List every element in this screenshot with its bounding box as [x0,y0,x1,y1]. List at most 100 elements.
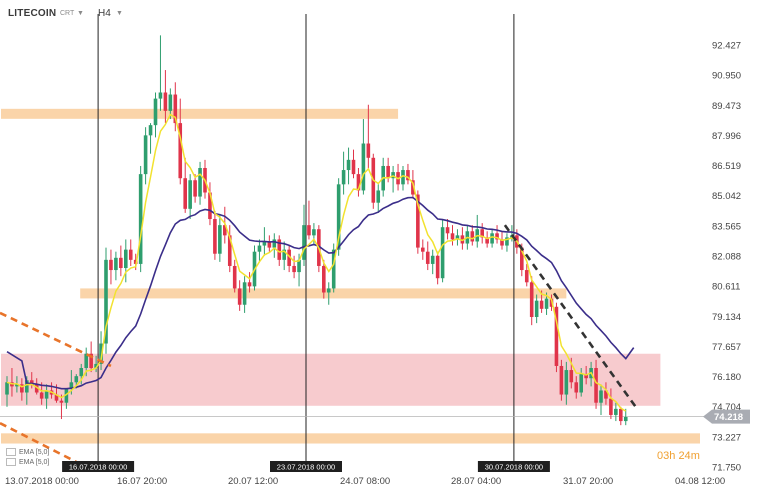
y-tick-label: 90.950 [712,71,741,82]
legend-swatch-icon [6,448,16,456]
candle-body [188,180,192,209]
candle-body [569,370,574,383]
x-axis: 13.07.2018 00:00 16.07 20:00 20.07 12:00 24… [5,476,725,487]
candle-body [599,390,603,403]
y-tick-label: 77.657 [712,342,741,353]
candle-body [505,237,509,246]
x-tick-label: 04.08 12:00 [675,476,725,487]
candle-body [297,259,301,273]
y-tick-label: 83.565 [712,221,741,232]
candle-body [79,368,84,377]
candle-body [623,416,628,422]
candle-body [619,408,623,422]
candle-body [25,380,29,393]
candle-body [430,255,435,264]
candle-body [59,400,64,403]
candle-body [183,178,187,209]
candle-body [307,225,311,236]
candle-body [500,239,504,246]
y-tick-label: 80.611 [712,282,740,293]
candle-body [470,231,475,242]
vertical-marker-tag [270,461,342,472]
vertical-marker-tag [477,461,550,472]
candle-body [208,192,212,220]
candle-body [15,384,19,387]
candle-body [529,282,534,317]
y-tick-label: 73.227 [712,432,741,443]
symbol-name[interactable]: LITECOIN [8,8,57,19]
candle-body [128,249,133,260]
y-tick-label: 86.519 [712,161,741,172]
candle-body [559,365,564,395]
candle-body [114,257,118,271]
candle-body [312,229,316,236]
current-price-tag [703,409,750,424]
trendlines-layer [0,224,637,464]
candle-body [539,300,544,309]
vertical-marker-labels: 16.07.2018 00:00 23.07.2018 00:00 30.07.20… [62,461,550,472]
chevron-down-icon[interactable]: ▼ [116,10,123,17]
y-tick-label: 79.134 [712,312,741,323]
zones-layer [1,108,700,444]
candle-body [544,298,549,309]
candle-body [64,388,69,403]
y-axis: 92.427 90.950 89.473 87.996 86.519 85.042 83.5… [703,41,750,474]
countdown-minutes: 24 [678,450,691,462]
candle-body [520,247,524,271]
candle-body [336,184,341,250]
candle-body [272,239,277,248]
candle-body [277,239,282,260]
legend-ema-1-params: [5,0] [35,448,50,456]
candle-body [242,282,247,305]
candle-body [495,233,499,240]
candle-body [460,235,465,244]
ema-fast-line [6,113,627,412]
candle-body [143,135,148,175]
legend-ema-2-params: [5,0] [35,458,50,466]
vertical-marker-label: 30.07.2018 00:00 [485,463,543,472]
candle-body [247,282,252,287]
y-tick-label: 76.180 [712,372,741,383]
candle-body [104,259,108,344]
timeframe-selector[interactable]: H4 [98,8,111,19]
candle-body [564,370,569,395]
candle-body [445,227,450,234]
x-tick-label: 13.07.2018 00:00 [5,476,79,487]
candle-body [109,259,113,271]
candle-body [178,123,183,179]
y-tick-label: 74.704 [712,402,741,413]
candle-body [401,170,405,185]
candle-body [232,265,237,289]
zone-orange-0 [1,108,399,119]
trendline-dark [503,224,637,408]
x-tick-label: 24.07 08:00 [340,476,390,487]
candle-body [361,143,366,191]
x-tick-label: 16.07 20:00 [117,476,167,487]
legend-ema-2[interactable]: EMA [5,0] [6,458,49,466]
chart-type-selector[interactable]: CRT [60,10,75,17]
legend-ema-1[interactable]: EMA [5,0] [6,448,49,456]
chevron-down-icon[interactable]: ▼ [77,10,84,17]
candle-body [148,125,153,136]
zone-red-2 [1,353,661,406]
candle-body [574,382,579,393]
candle-body [351,159,356,175]
candle-body [124,249,128,269]
countdown-h: h [669,450,676,462]
candle-body [614,408,618,415]
candle-body [44,390,49,399]
candle-body [287,249,291,266]
trendline-orange [0,421,77,464]
candle-body [406,170,410,181]
candle-body [435,255,440,279]
candle-body [554,306,559,366]
candle-body [173,94,178,124]
candle-body [450,233,455,240]
candle-body [5,382,9,395]
candle-body [69,382,74,389]
vertical-marker-label: 16.07.2018 00:00 [69,463,127,472]
countdown-hours: 03 [657,450,670,462]
candle-body [89,353,93,369]
